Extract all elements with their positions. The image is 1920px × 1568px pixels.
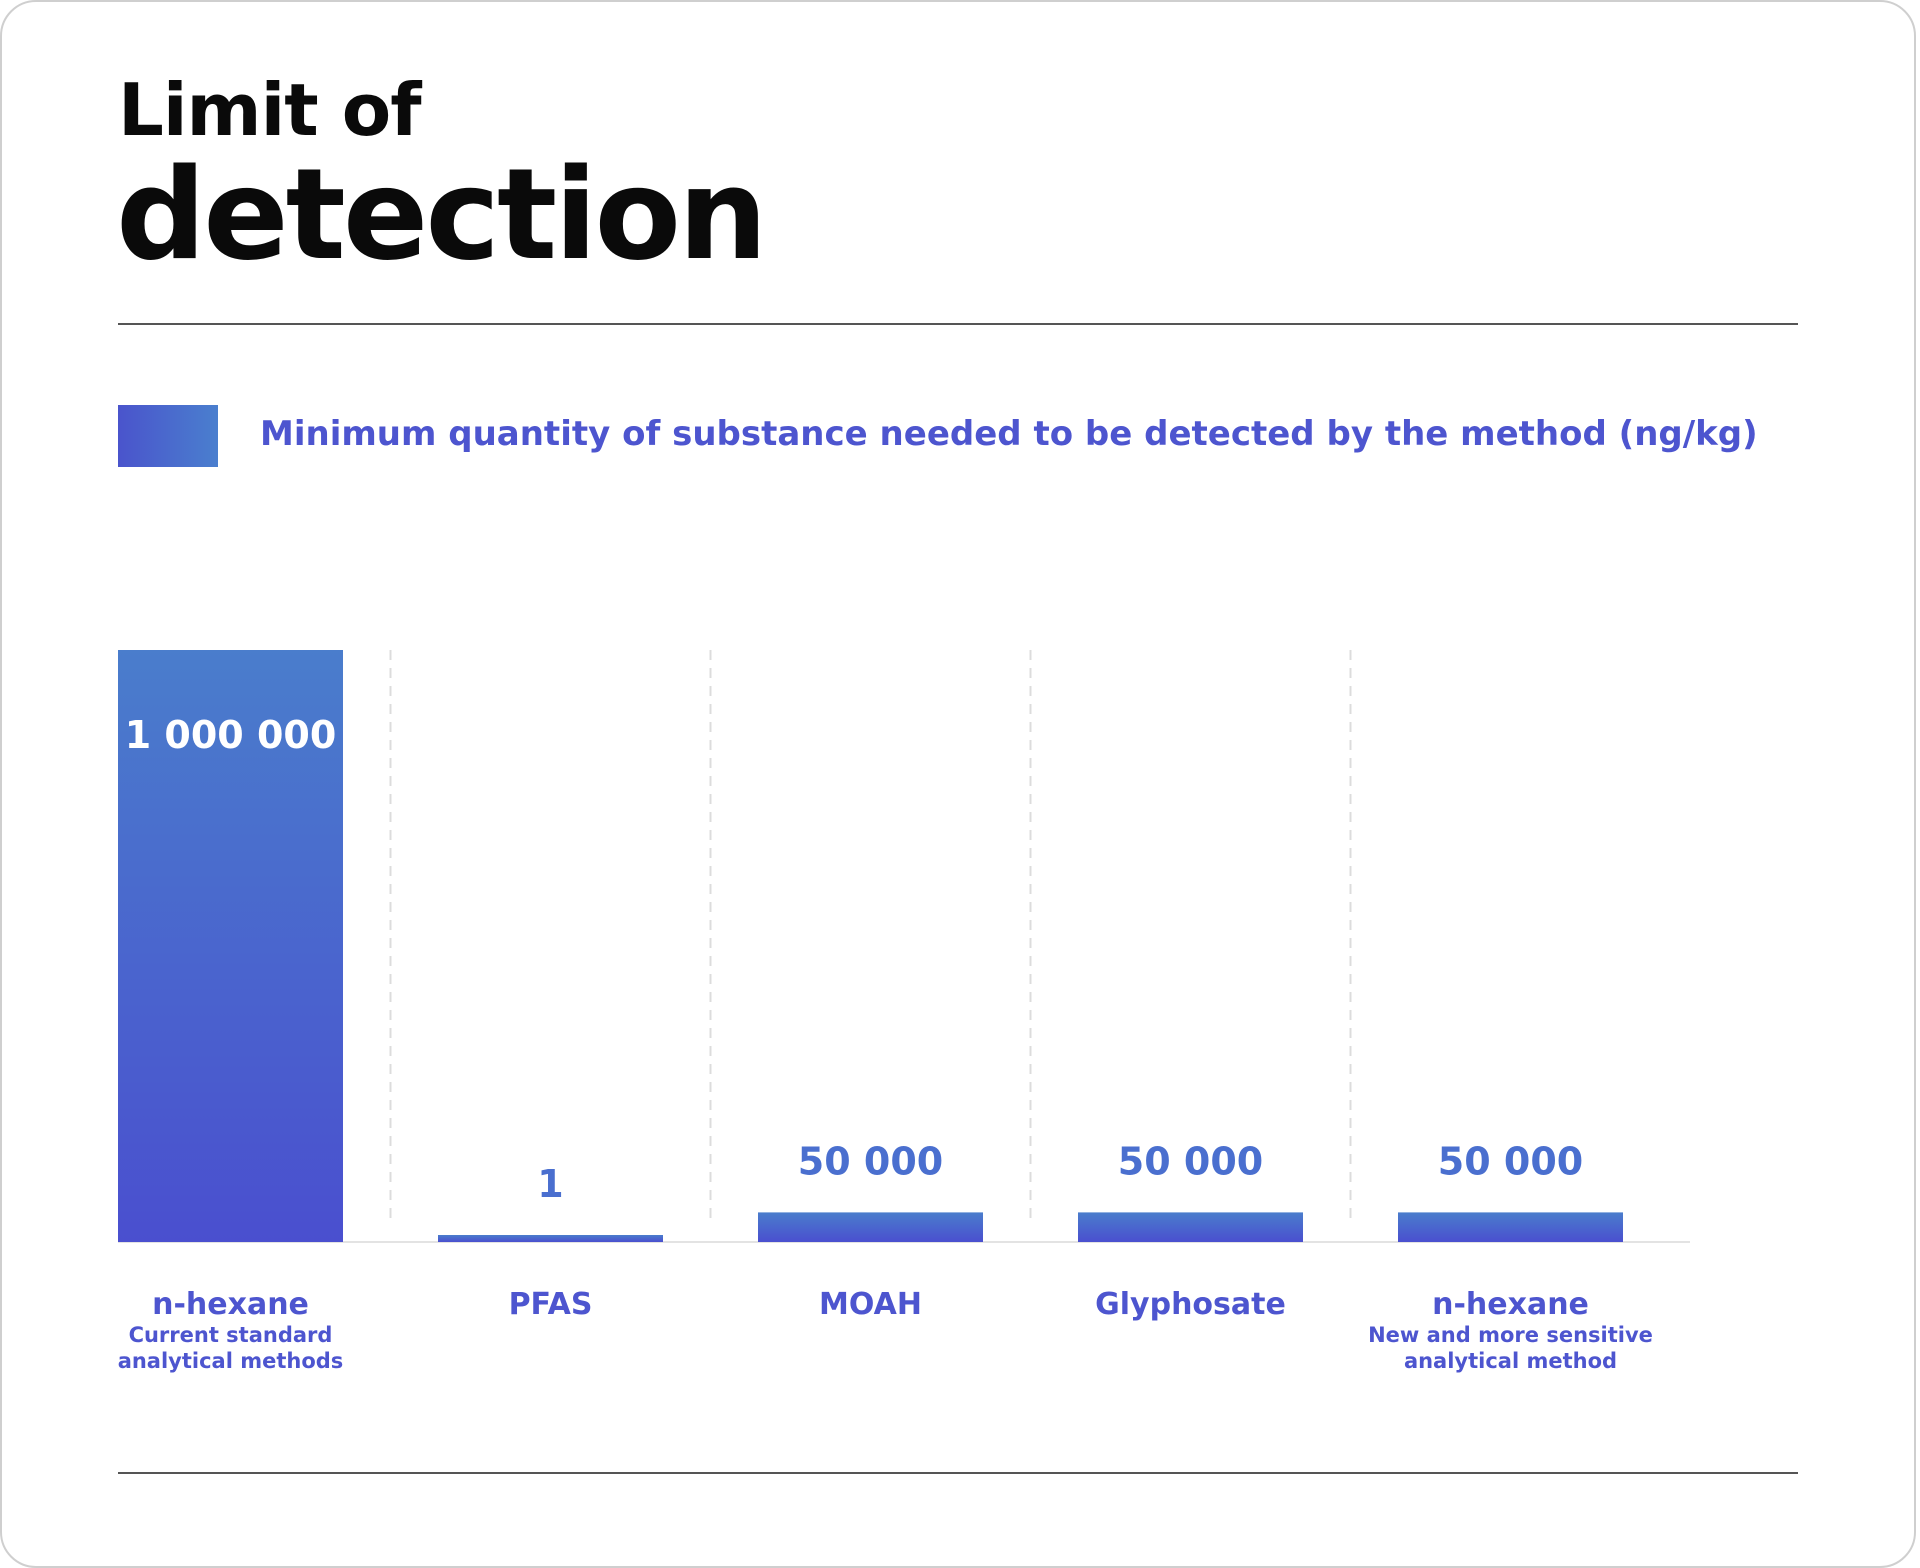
category-sublabel: Current standard <box>129 1323 333 1347</box>
bar-value-label: 50 000 <box>798 1139 943 1183</box>
title-line-2: detection <box>116 141 768 288</box>
bar <box>1398 1212 1623 1242</box>
bottom-divider <box>118 1472 1798 1474</box>
category-label: MOAH <box>819 1287 922 1322</box>
category-label: Glyphosate <box>1095 1287 1286 1322</box>
category-label: n-hexane <box>1432 1287 1589 1322</box>
bar <box>1078 1212 1303 1242</box>
category-label: PFAS <box>509 1287 593 1322</box>
legend-swatch <box>118 405 218 467</box>
bar-value-label: 50 000 <box>1438 1139 1583 1183</box>
category-sublabel: analytical method <box>1404 1349 1617 1373</box>
top-divider <box>118 323 1798 325</box>
category-sublabel: New and more sensitive <box>1368 1323 1653 1347</box>
bar <box>758 1212 983 1242</box>
category-label: n-hexane <box>152 1287 309 1322</box>
bar-value-label: 1 000 000 <box>125 713 337 757</box>
category-sublabel: analytical methods <box>118 1349 344 1373</box>
bar-value-label: 1 <box>537 1162 563 1206</box>
bar-value-label: 50 000 <box>1118 1139 1263 1183</box>
bar <box>118 650 343 1242</box>
title-line-1: Limit of <box>118 68 422 152</box>
legend-label: Minimum quantity of substance needed to … <box>260 414 1758 454</box>
bar <box>438 1235 663 1242</box>
